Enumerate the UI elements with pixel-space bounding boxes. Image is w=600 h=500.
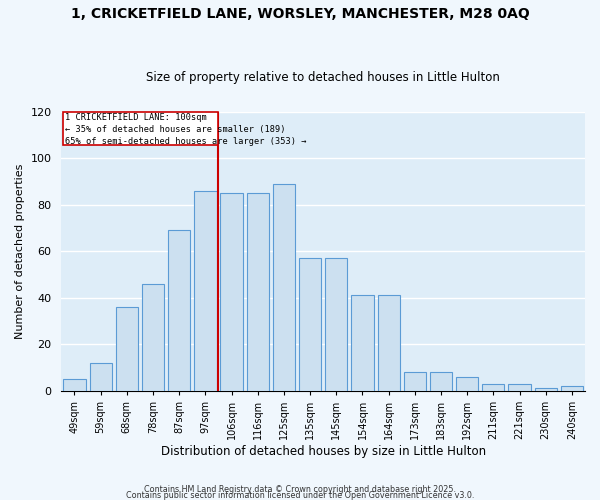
Bar (220, 194, 242, 390)
Bar (482, 384, 505, 390)
Bar (508, 384, 530, 390)
Y-axis label: Number of detached properties: Number of detached properties (15, 164, 25, 339)
Bar (430, 372, 452, 390)
Bar (168, 230, 190, 390)
Bar (404, 372, 426, 390)
FancyBboxPatch shape (63, 112, 218, 144)
Bar (273, 184, 295, 390)
Bar (89, 362, 112, 390)
Bar (535, 388, 557, 390)
Bar (142, 284, 164, 391)
Bar (561, 386, 583, 390)
Text: Contains public sector information licensed under the Open Government Licence v3: Contains public sector information licen… (126, 490, 474, 500)
Bar (325, 258, 347, 390)
Bar (352, 296, 374, 390)
Title: Size of property relative to detached houses in Little Hulton: Size of property relative to detached ho… (146, 72, 500, 85)
Text: Contains HM Land Registry data © Crown copyright and database right 2025.: Contains HM Land Registry data © Crown c… (144, 484, 456, 494)
Bar (116, 307, 138, 390)
Bar (64, 379, 86, 390)
Bar (456, 376, 478, 390)
X-axis label: Distribution of detached houses by size in Little Hulton: Distribution of detached houses by size … (161, 444, 486, 458)
Bar (247, 194, 269, 390)
Text: 1, CRICKETFIELD LANE, WORSLEY, MANCHESTER, M28 0AQ: 1, CRICKETFIELD LANE, WORSLEY, MANCHESTE… (71, 8, 529, 22)
Text: 1 CRICKETFIELD LANE: 100sqm
← 35% of detached houses are smaller (189)
65% of se: 1 CRICKETFIELD LANE: 100sqm ← 35% of det… (65, 113, 307, 146)
Bar (299, 258, 321, 390)
Bar (194, 191, 217, 390)
Bar (377, 296, 400, 390)
